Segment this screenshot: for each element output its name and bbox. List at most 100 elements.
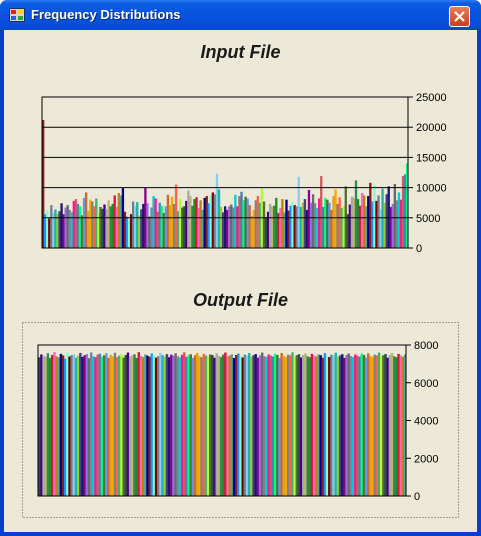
output-bar — [68, 356, 71, 496]
input-bar — [46, 210, 49, 248]
input-bar — [289, 205, 292, 248]
output-bar — [237, 353, 240, 496]
input-bar — [387, 186, 390, 248]
input-bar — [209, 195, 212, 248]
output-bars — [38, 352, 407, 496]
output-bar — [105, 353, 108, 496]
input-bar — [44, 214, 47, 248]
output-bar — [367, 353, 370, 496]
input-bar — [187, 190, 190, 248]
output-bar — [70, 355, 73, 496]
input-bar — [91, 201, 94, 248]
window-title: Frequency Distributions — [31, 7, 181, 22]
input-bar — [326, 199, 329, 248]
output-bar — [397, 353, 400, 496]
output-bar — [258, 355, 262, 496]
output-bar — [232, 358, 236, 496]
close-button[interactable] — [449, 6, 470, 27]
output-bar — [308, 357, 312, 496]
input-bar — [399, 199, 403, 248]
input-y-axis: 25000 20000 15000 10000 5000 0 — [408, 92, 447, 255]
output-bar — [278, 357, 281, 496]
input-bar — [127, 219, 131, 248]
input-bar — [230, 204, 233, 248]
output-bar — [321, 357, 325, 496]
output-bar — [228, 355, 231, 496]
input-bar — [211, 192, 215, 248]
output-bar — [85, 354, 89, 496]
input-bar — [107, 200, 110, 248]
input-bar — [201, 209, 204, 248]
input-bar — [360, 193, 364, 248]
input-bar — [84, 192, 88, 248]
output-bar — [319, 355, 322, 496]
input-bar — [391, 203, 394, 248]
output-bar — [369, 355, 372, 496]
input-bar — [195, 197, 198, 248]
output-tick-label: 6000 — [414, 378, 438, 390]
input-bar — [140, 209, 143, 248]
output-bar — [76, 355, 80, 496]
output-bar — [234, 355, 238, 496]
output-bar — [380, 356, 383, 496]
output-bar — [61, 355, 65, 496]
output-bar — [371, 356, 374, 496]
input-bar — [244, 196, 247, 248]
input-bar — [170, 196, 174, 248]
input-bar — [299, 206, 302, 248]
input-bar — [93, 206, 96, 248]
input-bar — [142, 203, 145, 248]
output-chart: 8000 6000 4000 2000 0 — [22, 322, 459, 518]
output-bar — [55, 356, 58, 496]
input-bar — [134, 206, 137, 248]
output-bar — [375, 355, 379, 496]
output-bar — [209, 354, 212, 496]
input-bar — [54, 209, 57, 248]
output-bar — [332, 355, 335, 496]
input-bar — [97, 212, 100, 248]
input-bar — [58, 211, 61, 248]
input-bar — [350, 196, 354, 248]
input-bar — [89, 199, 92, 248]
output-bar — [224, 352, 227, 496]
output-bar — [141, 357, 145, 496]
output-bar — [213, 357, 216, 496]
input-bar — [76, 203, 80, 248]
output-bar — [354, 354, 357, 496]
input-bar — [191, 205, 194, 248]
input-bar — [156, 211, 159, 248]
title-bar[interactable]: Frequency Distributions — [0, 0, 481, 30]
output-bar — [154, 357, 158, 496]
output-bar — [280, 352, 283, 496]
input-bar — [226, 209, 229, 248]
input-bar — [148, 216, 151, 248]
input-bar — [309, 202, 313, 248]
input-bar — [199, 200, 202, 248]
input-bar — [273, 205, 276, 248]
output-bar — [159, 352, 162, 496]
output-bar — [174, 353, 177, 496]
input-bar — [162, 212, 165, 248]
output-bar — [204, 355, 208, 496]
output-bar — [152, 355, 156, 496]
output-bar — [250, 356, 253, 496]
input-bar — [377, 195, 380, 248]
output-bar — [336, 356, 340, 496]
output-bar — [293, 356, 296, 496]
output-bar — [360, 353, 363, 496]
input-bar — [95, 198, 98, 248]
input-bar — [56, 213, 59, 248]
input-bar — [254, 200, 257, 248]
output-bar — [38, 357, 41, 496]
output-bar — [135, 358, 138, 496]
input-bar — [322, 206, 325, 248]
input-bar — [381, 188, 384, 248]
input-bar — [221, 212, 225, 248]
input-bar — [328, 202, 331, 248]
output-bar — [48, 358, 52, 496]
input-bar — [119, 195, 123, 248]
input-bar — [80, 215, 84, 248]
output-bar — [252, 355, 255, 496]
input-bar — [164, 206, 168, 248]
